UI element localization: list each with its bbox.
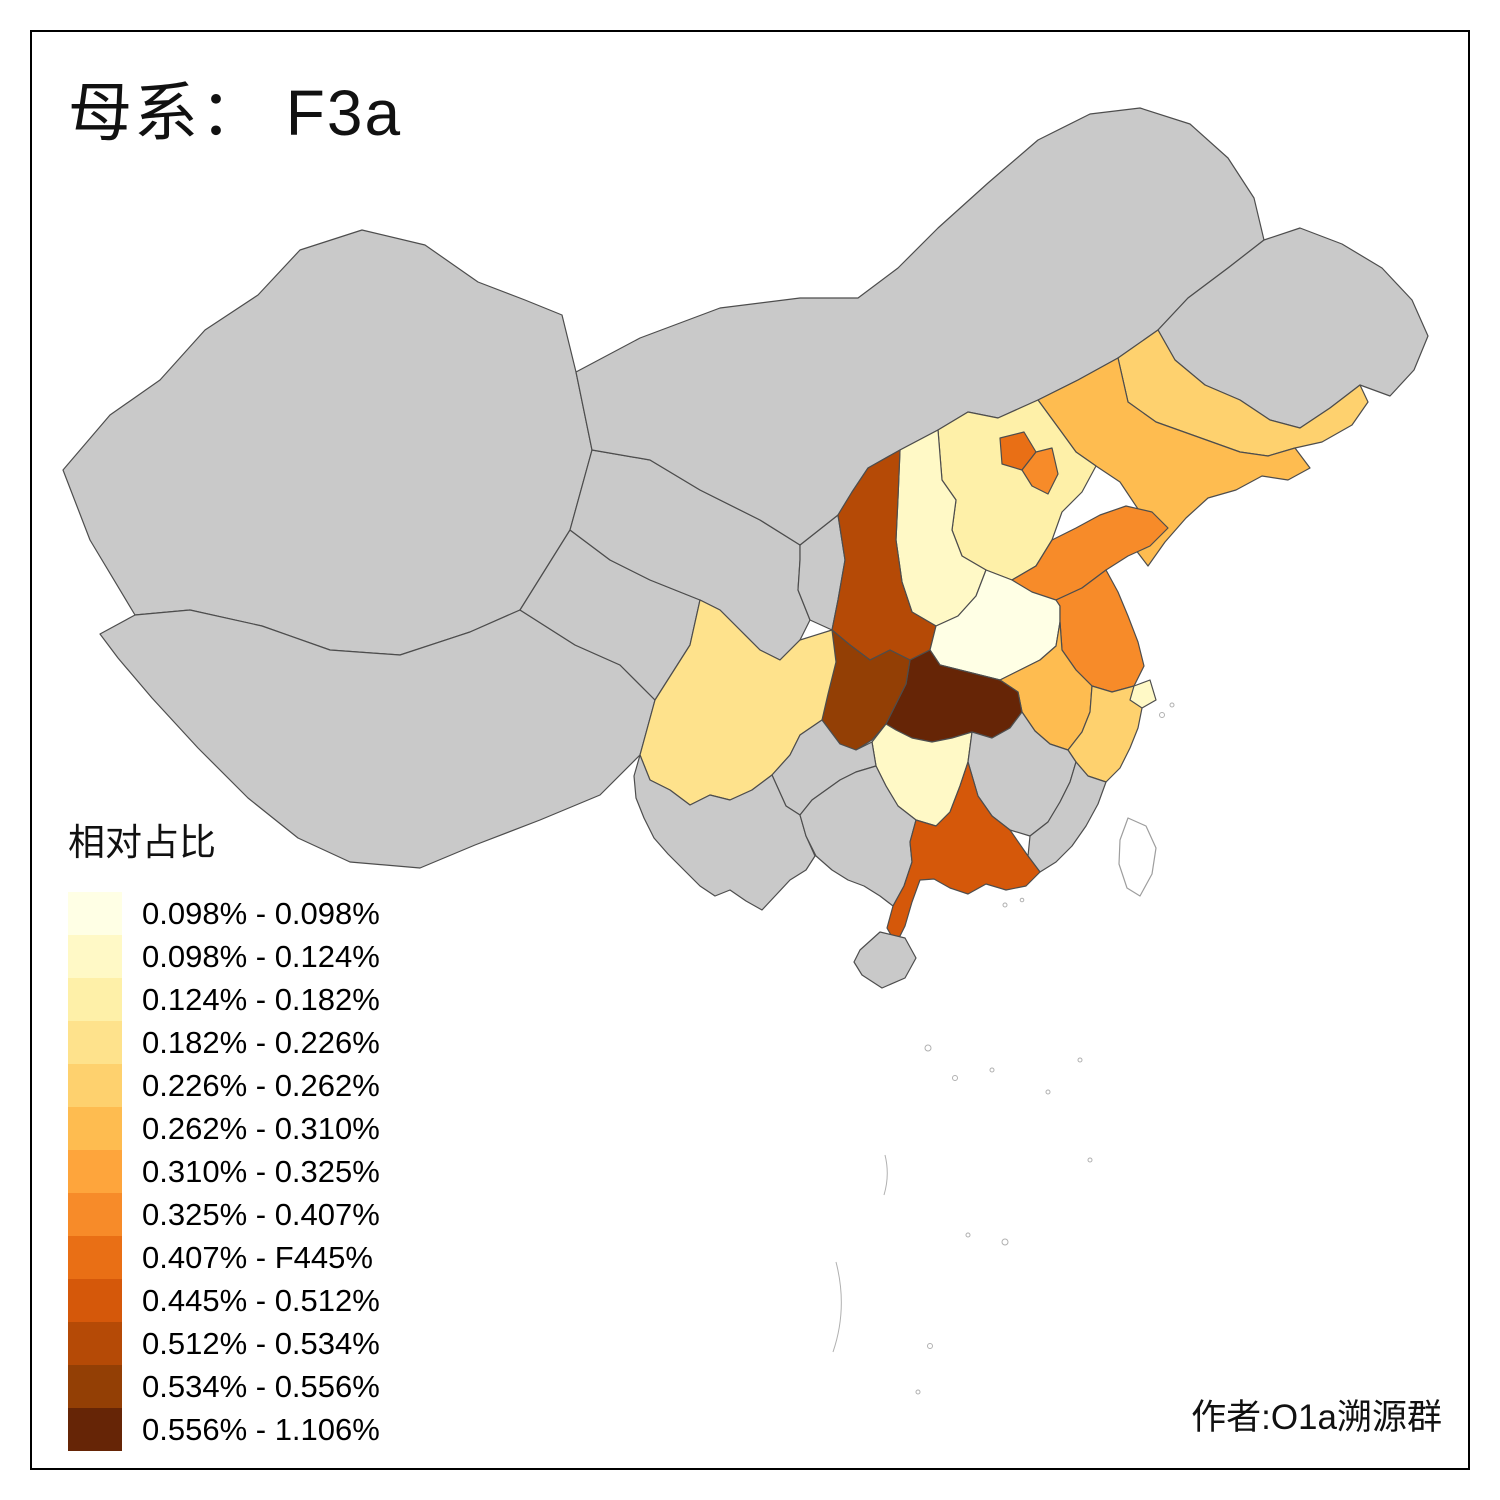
legend-item: 0.407% - F445% (68, 1236, 380, 1279)
legend-item-label: 0.325% - 0.407% (142, 1196, 380, 1232)
legend-color-swatch (68, 978, 122, 1021)
province-taiwan (1118, 817, 1157, 897)
legend-item-label: 0.124% - 0.182% (142, 981, 380, 1017)
legend-item: 0.098% - 0.124% (68, 935, 380, 978)
legend-title: 相对占比 (68, 822, 216, 863)
legend-color-swatch (68, 892, 122, 935)
legend-item-label: 0.182% - 0.226% (142, 1024, 380, 1060)
legend-color-swatch (68, 1150, 122, 1193)
legend-item-label: 0.098% - 0.124% (142, 938, 380, 974)
legend-items: 0.098% - 0.098% 0.098% - 0.124% 0.124% - 0… (68, 892, 380, 1451)
legend-item: 0.310% - 0.325% (68, 1150, 380, 1193)
legend-item: 0.226% - 0.262% (68, 1064, 380, 1107)
legend-item: 0.556% - 1.106% (68, 1408, 380, 1451)
legend-color-swatch (68, 1365, 122, 1408)
legend-item-label: 0.310% - 0.325% (142, 1153, 380, 1189)
legend-item-label: 0.262% - 0.310% (142, 1110, 380, 1146)
province-guangdong (886, 761, 1041, 945)
legend-item: 0.098% - 0.098% (68, 892, 380, 935)
legend-item-label: 0.445% - 0.512% (142, 1282, 380, 1318)
legend-item: 0.534% - 0.556% (68, 1365, 380, 1408)
legend-item-label: 0.556% - 1.106% (142, 1411, 380, 1447)
legend: 相对占比 0.098% - 0.098% 0.098% - 0.124% 0.124… (68, 812, 380, 1451)
legend-color-swatch (68, 935, 122, 978)
legend-item-label: 0.226% - 0.262% (142, 1067, 380, 1103)
legend-item: 0.262% - 0.310% (68, 1107, 380, 1150)
legend-item: 0.325% - 0.407% (68, 1193, 380, 1236)
province-hainan (853, 931, 917, 989)
map-title: 母系： F3a (68, 77, 403, 149)
legend-item: 0.124% - 0.182% (68, 978, 380, 1021)
legend-item: 0.182% - 0.226% (68, 1021, 380, 1064)
author-credit: 作者:O1a溯源群 (1191, 1398, 1442, 1437)
legend-color-swatch (68, 1236, 122, 1279)
province-tibet (99, 609, 656, 869)
province-shanghai (1129, 679, 1157, 709)
legend-color-swatch (68, 1193, 122, 1236)
legend-color-swatch (68, 1064, 122, 1107)
legend-color-swatch (68, 1408, 122, 1451)
legend-item-label: 0.098% - 0.098% (142, 895, 380, 931)
legend-item-label: 0.407% - F445% (142, 1239, 373, 1275)
legend-color-swatch (68, 1107, 122, 1150)
province-yunnan (633, 754, 816, 911)
province-fujian (1027, 761, 1107, 873)
province-xinjiang (62, 229, 593, 656)
legend-color-swatch (68, 1279, 122, 1322)
legend-item: 0.445% - 0.512% (68, 1279, 380, 1322)
legend-color-swatch (68, 1322, 122, 1365)
province-tianjin (1021, 447, 1059, 495)
legend-color-swatch (68, 1021, 122, 1064)
legend-item: 0.512% - 0.534% (68, 1322, 380, 1365)
legend-item-label: 0.512% - 0.534% (142, 1325, 380, 1361)
islets-decoration (832, 702, 1175, 1395)
legend-item-label: 0.534% - 0.556% (142, 1368, 380, 1404)
